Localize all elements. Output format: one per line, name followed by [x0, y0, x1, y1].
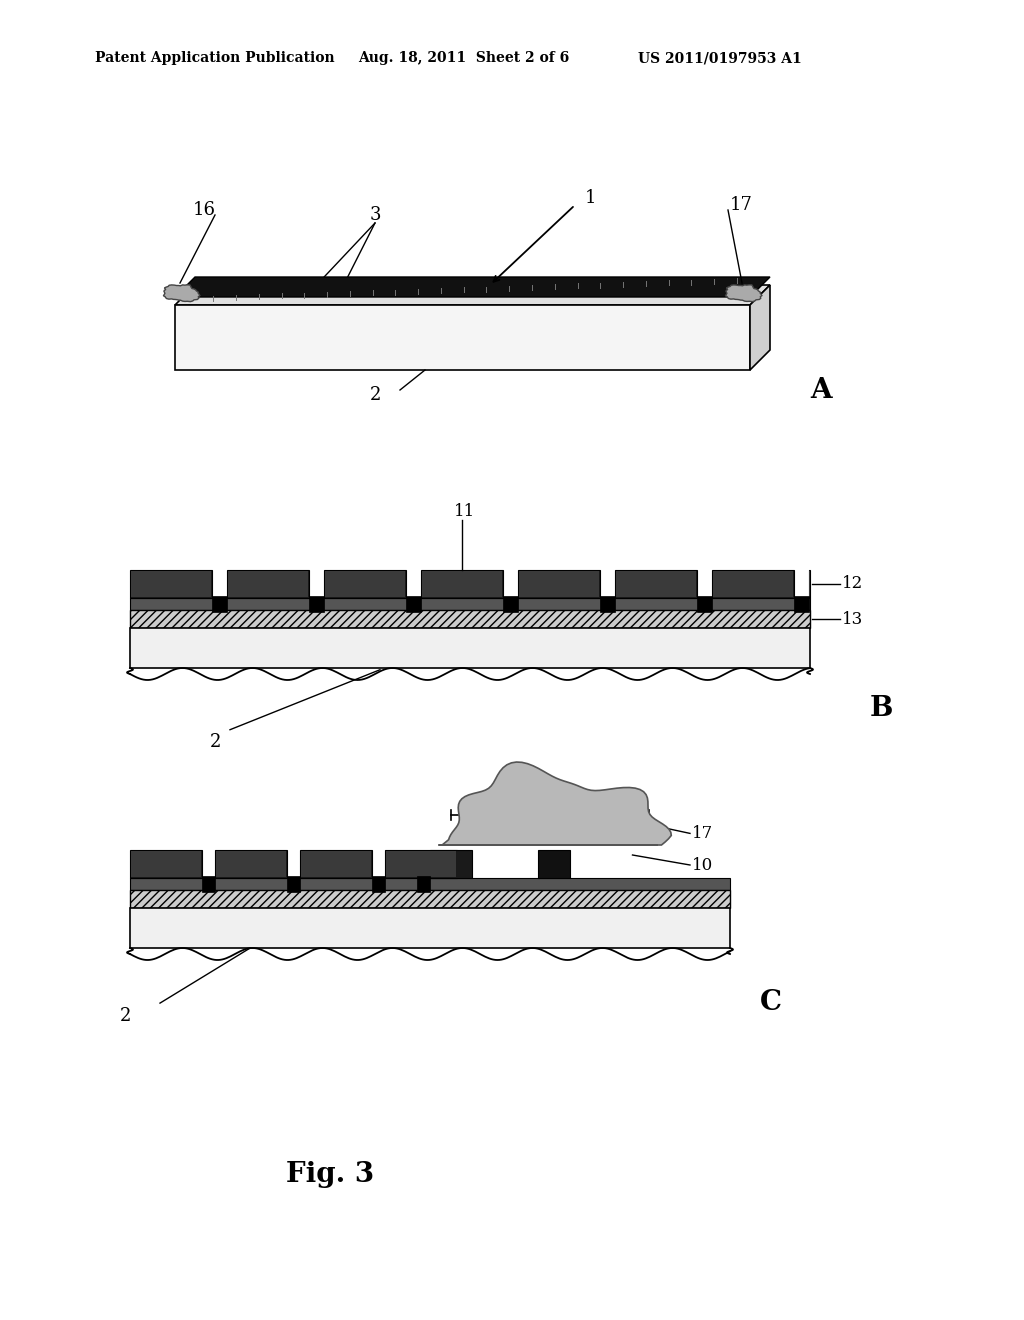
Polygon shape [750, 285, 770, 370]
Text: 13: 13 [842, 610, 863, 627]
Bar [202, 876, 215, 892]
Bar [503, 597, 518, 612]
Text: 11: 11 [454, 503, 475, 520]
Text: 2: 2 [370, 385, 381, 404]
Text: Fig. 3: Fig. 3 [286, 1162, 374, 1188]
Bar [301, 851, 371, 876]
Text: 14: 14 [540, 793, 560, 810]
Text: Patent Application Publication: Patent Application Publication [95, 51, 335, 65]
Text: A: A [810, 376, 831, 404]
Text: 12: 12 [842, 576, 863, 593]
Bar [287, 876, 300, 892]
Text: 3: 3 [370, 206, 382, 224]
Text: 17: 17 [730, 195, 753, 214]
Bar [372, 876, 385, 892]
Text: US 2011/0197953 A1: US 2011/0197953 A1 [638, 51, 802, 65]
Bar [130, 570, 212, 598]
Polygon shape [438, 762, 672, 845]
Bar [794, 597, 809, 612]
Bar [421, 570, 503, 598]
Polygon shape [164, 285, 200, 301]
Bar [519, 572, 599, 597]
Bar [616, 572, 696, 597]
Text: Aug. 18, 2011  Sheet 2 of 6: Aug. 18, 2011 Sheet 2 of 6 [358, 51, 569, 65]
Bar [600, 597, 615, 612]
Polygon shape [175, 305, 750, 370]
Text: 2: 2 [120, 1007, 131, 1026]
Bar [131, 572, 211, 597]
Bar [227, 570, 309, 598]
Bar [697, 597, 712, 612]
Bar [385, 850, 457, 878]
Bar [300, 850, 372, 878]
Bar [212, 597, 227, 612]
Bar [422, 572, 502, 597]
Bar [417, 876, 430, 892]
Bar [309, 597, 324, 612]
Bar [228, 572, 308, 597]
Bar [130, 878, 730, 890]
Text: 1: 1 [585, 189, 597, 207]
Bar [131, 851, 201, 876]
Polygon shape [175, 277, 770, 297]
Text: 16: 16 [193, 201, 216, 219]
Bar [518, 570, 600, 598]
Bar [538, 850, 570, 878]
Bar [215, 850, 287, 878]
Polygon shape [175, 285, 770, 305]
Bar [406, 597, 421, 612]
Text: 10: 10 [692, 857, 714, 874]
Bar [325, 572, 406, 597]
Bar [130, 598, 810, 610]
Bar [430, 850, 472, 878]
Bar [130, 628, 810, 668]
Bar [324, 570, 406, 598]
Bar [130, 890, 730, 908]
Polygon shape [725, 285, 762, 301]
Bar [713, 572, 793, 597]
Bar [130, 610, 810, 628]
Text: 2: 2 [210, 733, 221, 751]
Text: B: B [870, 694, 893, 722]
Bar [216, 851, 286, 876]
Bar [130, 908, 730, 948]
Text: 17: 17 [692, 825, 714, 842]
Text: C: C [760, 990, 782, 1016]
Bar [130, 850, 202, 878]
Bar [615, 570, 697, 598]
Bar [386, 851, 456, 876]
Bar [712, 570, 794, 598]
